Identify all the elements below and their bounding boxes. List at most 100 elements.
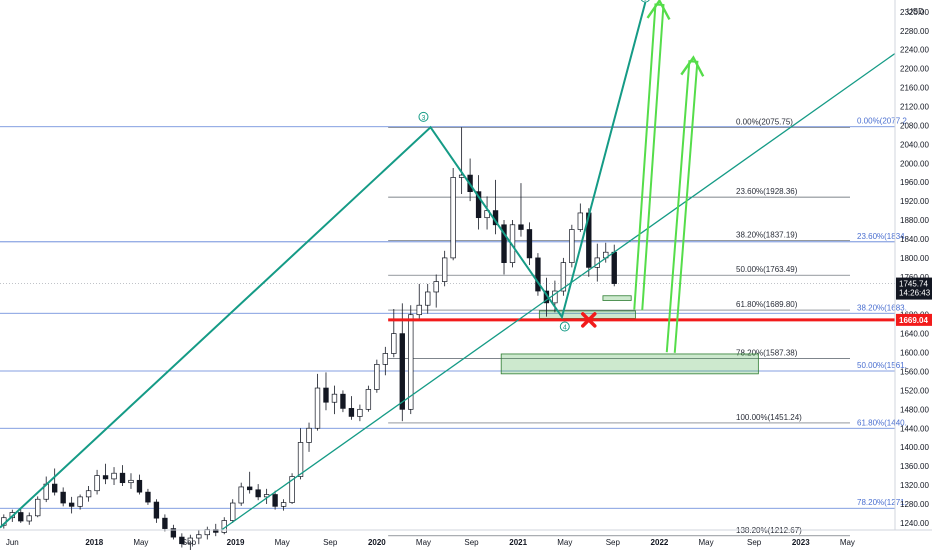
time-tick-label: Jun	[6, 538, 19, 547]
candle-body	[552, 290, 558, 304]
projection-arrow-head	[646, 0, 671, 21]
fib-far-label: 50.00%(1561.	[857, 361, 907, 370]
price-tick-label: 2080.00	[900, 121, 929, 130]
wave-label-circle	[640, 0, 650, 3]
candle-body	[314, 387, 321, 429]
candle-body	[85, 490, 92, 498]
fib-label: 100.00%(1451.24)	[736, 413, 802, 422]
currency-label: USD	[907, 7, 924, 16]
time-tick-label: 2023	[792, 538, 810, 547]
candle-body	[246, 486, 253, 491]
candle-body	[441, 257, 448, 282]
price-tick-label: 1240.00	[900, 519, 929, 528]
candle-body	[450, 177, 456, 259]
candle-body	[238, 486, 244, 504]
candle-body	[357, 408, 363, 417]
candle-body	[68, 502, 75, 507]
time-tick-label: May	[133, 538, 148, 547]
candle-body	[128, 479, 134, 484]
time-tick-label: 2019	[227, 538, 245, 547]
time-tick-label: Sep	[747, 538, 762, 547]
fib-far-label: 38.20%(1683.	[857, 303, 907, 312]
time-tick-label: 2018	[85, 538, 103, 547]
elliott-wave-path	[0, 2, 647, 529]
candle-body	[433, 281, 439, 293]
fib-label: 23.60%(1928.36)	[736, 187, 798, 196]
fib-label: 78.20%(1587.38)	[736, 349, 798, 358]
candle-body	[331, 393, 338, 403]
candle-body	[323, 387, 329, 403]
candle-body	[475, 191, 482, 219]
price-tick-label: 1440.00	[900, 424, 929, 433]
time-tick-label: 2021	[509, 538, 527, 547]
price-tick-label: 1920.00	[900, 197, 929, 206]
fib-far-label: 61.80%(1440.	[857, 418, 907, 427]
last-price-countdown: 14:26:43	[899, 289, 931, 298]
candle-body	[111, 472, 117, 480]
support-price-value: 1669.04	[899, 316, 928, 325]
time-tick-label: May	[416, 538, 431, 547]
wave-label-circle	[559, 321, 570, 332]
wave-label: 3	[422, 115, 426, 122]
candle-body	[391, 333, 397, 354]
price-tick-label: 2320.00	[900, 8, 929, 17]
price-tick-label: 1320.00	[900, 481, 929, 490]
candle-body	[569, 229, 575, 263]
fib-extension-lines: 0.00%(2077.2 23.60%(1834. 38.20%(1683. 50.0…	[0, 117, 907, 509]
candle-body	[18, 512, 24, 522]
support-zone	[500, 353, 759, 375]
support-price-tag	[896, 313, 932, 326]
fib-far-label: 78.20%(1271.	[857, 498, 907, 507]
candle-body	[136, 479, 143, 493]
price-tick-label: 1560.00	[900, 367, 929, 376]
candle-body	[272, 494, 278, 507]
candle-body	[374, 364, 380, 390]
candle-body	[382, 353, 389, 365]
price-tick-label: 2000.00	[900, 159, 929, 168]
candle-body	[526, 229, 533, 259]
time-tick-label: 2020	[368, 538, 386, 547]
time-tick-label: Sep	[606, 538, 621, 547]
candle-body	[26, 515, 32, 522]
candle-body	[179, 536, 185, 545]
candle-body	[153, 501, 160, 519]
projection-arrow-shaft	[633, 3, 665, 311]
candle-body	[60, 491, 66, 504]
price-tick-label: 1520.00	[900, 386, 929, 395]
projection-arrow-head	[680, 55, 705, 77]
candle-body	[577, 212, 584, 230]
last-price-tag	[896, 277, 932, 300]
time-axis[interactable]: Jun 2018 May Sep 2019 May Sep 2020 May Sep 2021 May…	[0, 529, 932, 547]
candle-body	[535, 257, 541, 292]
candle-body	[119, 472, 126, 484]
price-tick-label: 2120.00	[900, 102, 929, 111]
candle-body	[77, 496, 83, 507]
price-tick-label: 1360.00	[900, 462, 929, 471]
candle-body	[518, 224, 524, 230]
time-tick-label: May	[557, 538, 572, 547]
fib-label: 61.80%(1689.80)	[736, 300, 798, 309]
candle-body	[306, 427, 312, 443]
candle-body	[102, 475, 109, 480]
candle-body	[611, 251, 617, 284]
candle-body	[425, 291, 431, 306]
invalidation-x-marker	[581, 312, 597, 328]
fib-label: 0.00%(2075.75)	[736, 117, 793, 126]
candle-body	[35, 498, 41, 517]
price-tick-label: 1400.00	[900, 443, 929, 452]
price-tick-label: 2040.00	[900, 140, 929, 149]
price-axis[interactable]: 2320.00 2280.00 2240.00 2200.00 2160.00 2120.…	[894, 0, 929, 530]
candle-body	[162, 517, 168, 529]
price-tick-label: 2280.00	[900, 27, 929, 36]
price-tick-label: 1880.00	[900, 216, 929, 225]
analysis-lines	[0, 0, 896, 531]
wave-label-circle	[418, 111, 429, 122]
price-tick-label: 1600.00	[900, 349, 929, 358]
candle-body	[52, 483, 58, 493]
price-tick-label: 2200.00	[900, 65, 929, 74]
candle-body	[399, 333, 405, 410]
chart-labels: 3 4 5	[418, 0, 650, 332]
fib-far-label: 0.00%(2077.2	[857, 117, 907, 126]
